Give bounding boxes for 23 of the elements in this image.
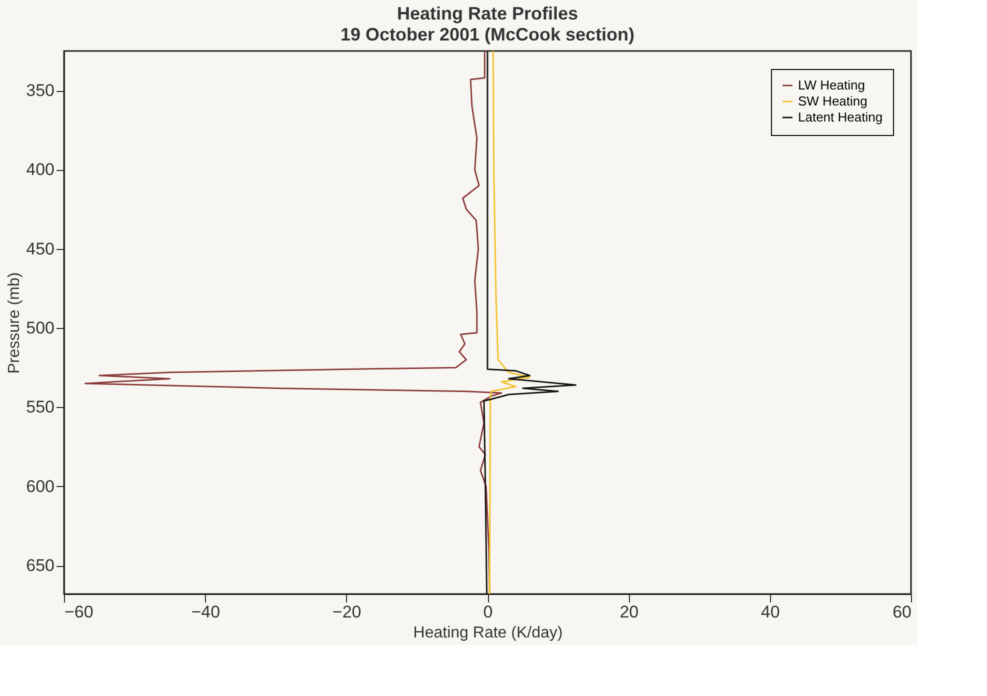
- x-tick-label: 60: [892, 602, 912, 622]
- x-tick-label: 40: [760, 602, 780, 622]
- y-tick-label: 650: [26, 556, 54, 576]
- y-tick-label: 600: [26, 476, 54, 496]
- chart-subtitle: 19 October 2001 (McCook section): [340, 24, 635, 44]
- y-tick-label: 350: [26, 81, 54, 100]
- x-tick-label: −40: [191, 602, 220, 622]
- x-tick-label: −60: [64, 602, 94, 622]
- chart-title: Heating Rate Profiles: [396, 3, 578, 24]
- x-tick-label: 20: [620, 602, 639, 622]
- legend-label: LW Heating: [798, 78, 865, 92]
- line-series: [488, 50, 531, 595]
- y-tick-label: 500: [26, 318, 54, 338]
- y-tick-label: 400: [26, 160, 54, 180]
- legend-label: SW Heating: [798, 94, 868, 108]
- y-tick-label: 450: [26, 239, 54, 258]
- legend-label: Latent Heating: [798, 110, 883, 124]
- y-tick-label: 550: [26, 398, 54, 417]
- line-series: [483, 50, 576, 595]
- x-tick-label: 0: [483, 602, 493, 622]
- x-tick-label: −20: [332, 602, 362, 622]
- x-axis-title: Heating Rate (K/day): [413, 624, 563, 642]
- y-axis-title: Pressure (mb): [6, 272, 24, 374]
